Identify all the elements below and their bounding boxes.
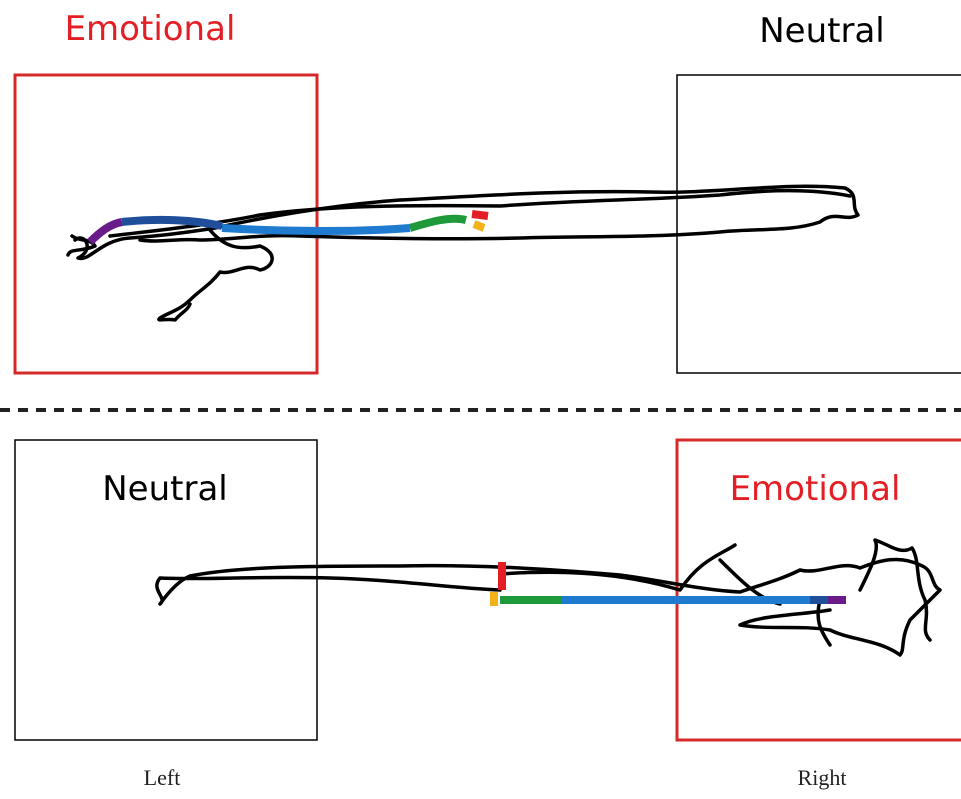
footer-right: Right — [798, 765, 847, 790]
highlight-path — [490, 562, 846, 606]
neutral-box — [676, 74, 961, 374]
top-left-label: Emotional — [65, 9, 236, 49]
footer-left: Left — [144, 765, 181, 790]
neutral-box — [14, 439, 318, 741]
highlight-path — [87, 210, 489, 245]
top-right-label: Neutral — [759, 11, 885, 51]
bottom-right-label: Emotional — [730, 469, 901, 509]
bottom-left-label: Neutral — [102, 469, 228, 509]
trajectory — [66, 184, 860, 322]
emotional-box — [13, 73, 319, 375]
